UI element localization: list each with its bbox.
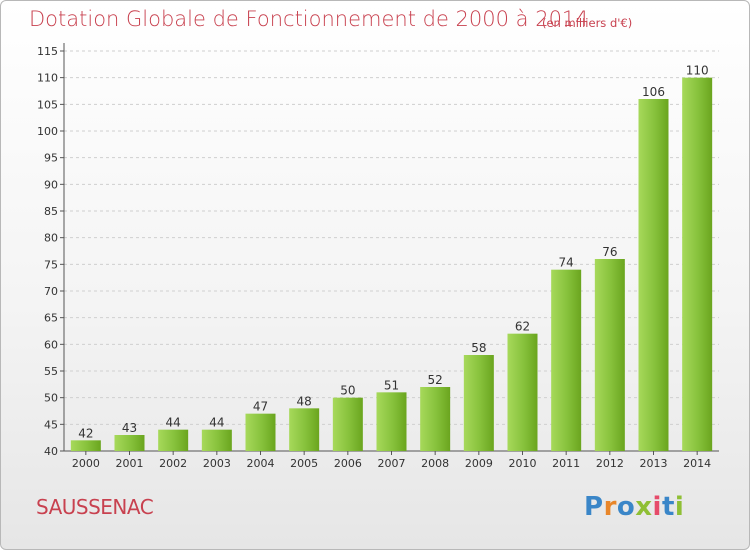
x-tick-label: 2001 [116,457,144,470]
y-tick-label: 40 [44,445,58,458]
bar-2005 [289,408,320,451]
bar-value-label: 74 [559,256,574,270]
place-name: SAUSSENAC [36,495,154,519]
x-tick-label: 2008 [421,457,449,470]
bar-value-label: 44 [209,416,224,430]
bar-chart: 40 45 50 55 60 65 70 75 80 85 90 95 100 105 110 115 2000… [37,43,719,470]
y-tick-label: 90 [44,178,58,191]
bar-value-label: 48 [297,394,312,408]
y-tick-label: 115 [37,45,58,58]
bar-value-label: 62 [515,320,530,334]
x-tick-label: 2014 [683,457,711,470]
bar-value-label: 44 [166,416,181,430]
bar-value-label: 110 [686,64,709,78]
y-tick-label: 50 [44,392,58,405]
x-tick-label: 2009 [465,457,493,470]
bar-2003 [201,429,232,451]
y-tick-label: 60 [44,338,58,351]
x-tick-label: 2006 [334,457,362,470]
chart-title: Dotation Globale de Fonctionnement de 20… [29,7,589,31]
y-tick-label: 110 [37,72,58,85]
bar-2004 [245,413,276,451]
y-tick-label: 45 [44,418,58,431]
y-tick-label: 95 [44,152,58,165]
bar-2014 [682,77,713,452]
x-tick-label: 2000 [72,457,100,470]
bar-2007 [376,392,407,451]
bar-value-label: 58 [471,341,486,355]
bar-value-label: 43 [122,421,137,435]
bar-2001 [114,435,145,451]
bar-2010 [507,333,538,451]
bar-value-label: 51 [384,378,399,392]
y-tick-label: 100 [37,125,58,138]
bar-value-label: 52 [428,373,443,387]
y-tick-label: 80 [44,232,58,245]
x-tick-label: 2002 [159,457,187,470]
bar-value-label: 106 [642,85,665,99]
y-tick-label: 55 [44,365,58,378]
chart-subtitle: (en milliers d'€) [542,16,633,30]
x-tick-label: 2013 [640,457,668,470]
bar-value-label: 42 [78,426,93,440]
y-tick-label: 70 [44,285,58,298]
x-tick-label: 2003 [203,457,231,470]
bar-value-label: 76 [602,245,617,259]
bars: 42 43 44 44 47 48 50 51 52 58 62 74 76 106 110 [70,64,713,452]
bar-value-label: 50 [340,384,355,398]
x-tick-label: 2010 [509,457,537,470]
x-tick-label: 2007 [378,457,406,470]
x-tick-label: 2005 [290,457,318,470]
bar-2009 [463,355,494,451]
y-tick-label: 75 [44,258,58,271]
bar-2006 [332,397,363,451]
x-tick-label: 2012 [596,457,624,470]
bar-2011 [551,269,582,451]
bar-value-label: 47 [253,400,268,414]
y-tick-label: 85 [44,205,58,218]
x-tick-label: 2004 [247,457,275,470]
proxiti-logo[interactable]: Proxiti [584,492,685,522]
bar-2002 [158,429,189,451]
bar-2000 [70,440,101,451]
x-tick-label: 2011 [552,457,580,470]
bar-2008 [420,387,451,451]
y-tick-label: 105 [37,98,58,111]
axes: 40 45 50 55 60 65 70 75 80 85 90 95 100 105 110 115 2000… [37,43,719,470]
bar-2012 [594,259,625,451]
grid-lines [64,50,719,425]
bar-2013 [638,99,669,451]
y-tick-label: 65 [44,312,58,325]
